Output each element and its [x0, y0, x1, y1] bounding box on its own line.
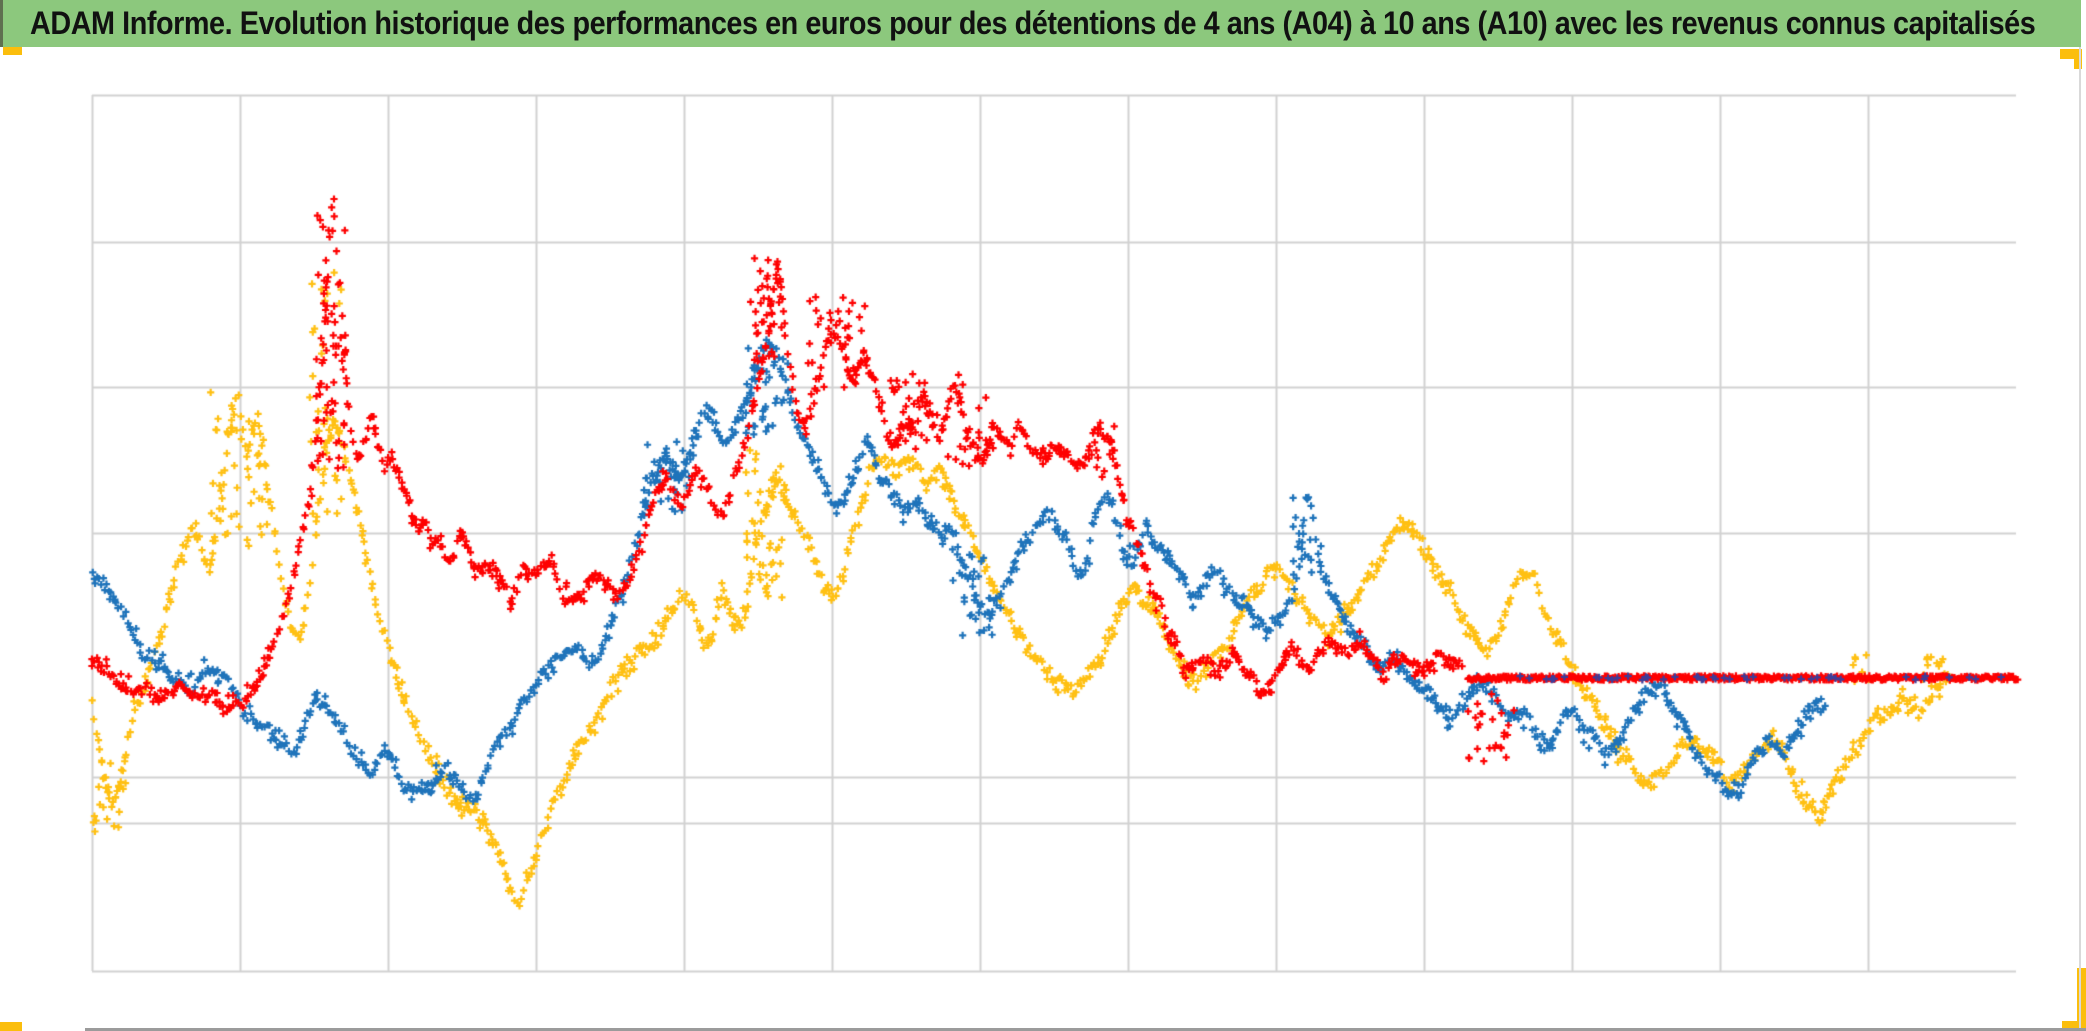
selection-handle-bottom-left	[0, 1022, 22, 1031]
chart-title: ADAM Informe. Evolution historique des p…	[30, 5, 2036, 41]
selection-handle-bottom-right	[2062, 968, 2086, 1031]
window-bottom-edge-line	[85, 1028, 2086, 1031]
title-bar-left-edge	[0, 0, 3, 47]
selection-handle-top-left	[3, 47, 22, 55]
window-right-edge-line	[2079, 47, 2081, 1031]
title-bar: ADAM Informe. Evolution historique des p…	[0, 0, 2081, 47]
selection-handle-top-right	[2060, 49, 2082, 69]
